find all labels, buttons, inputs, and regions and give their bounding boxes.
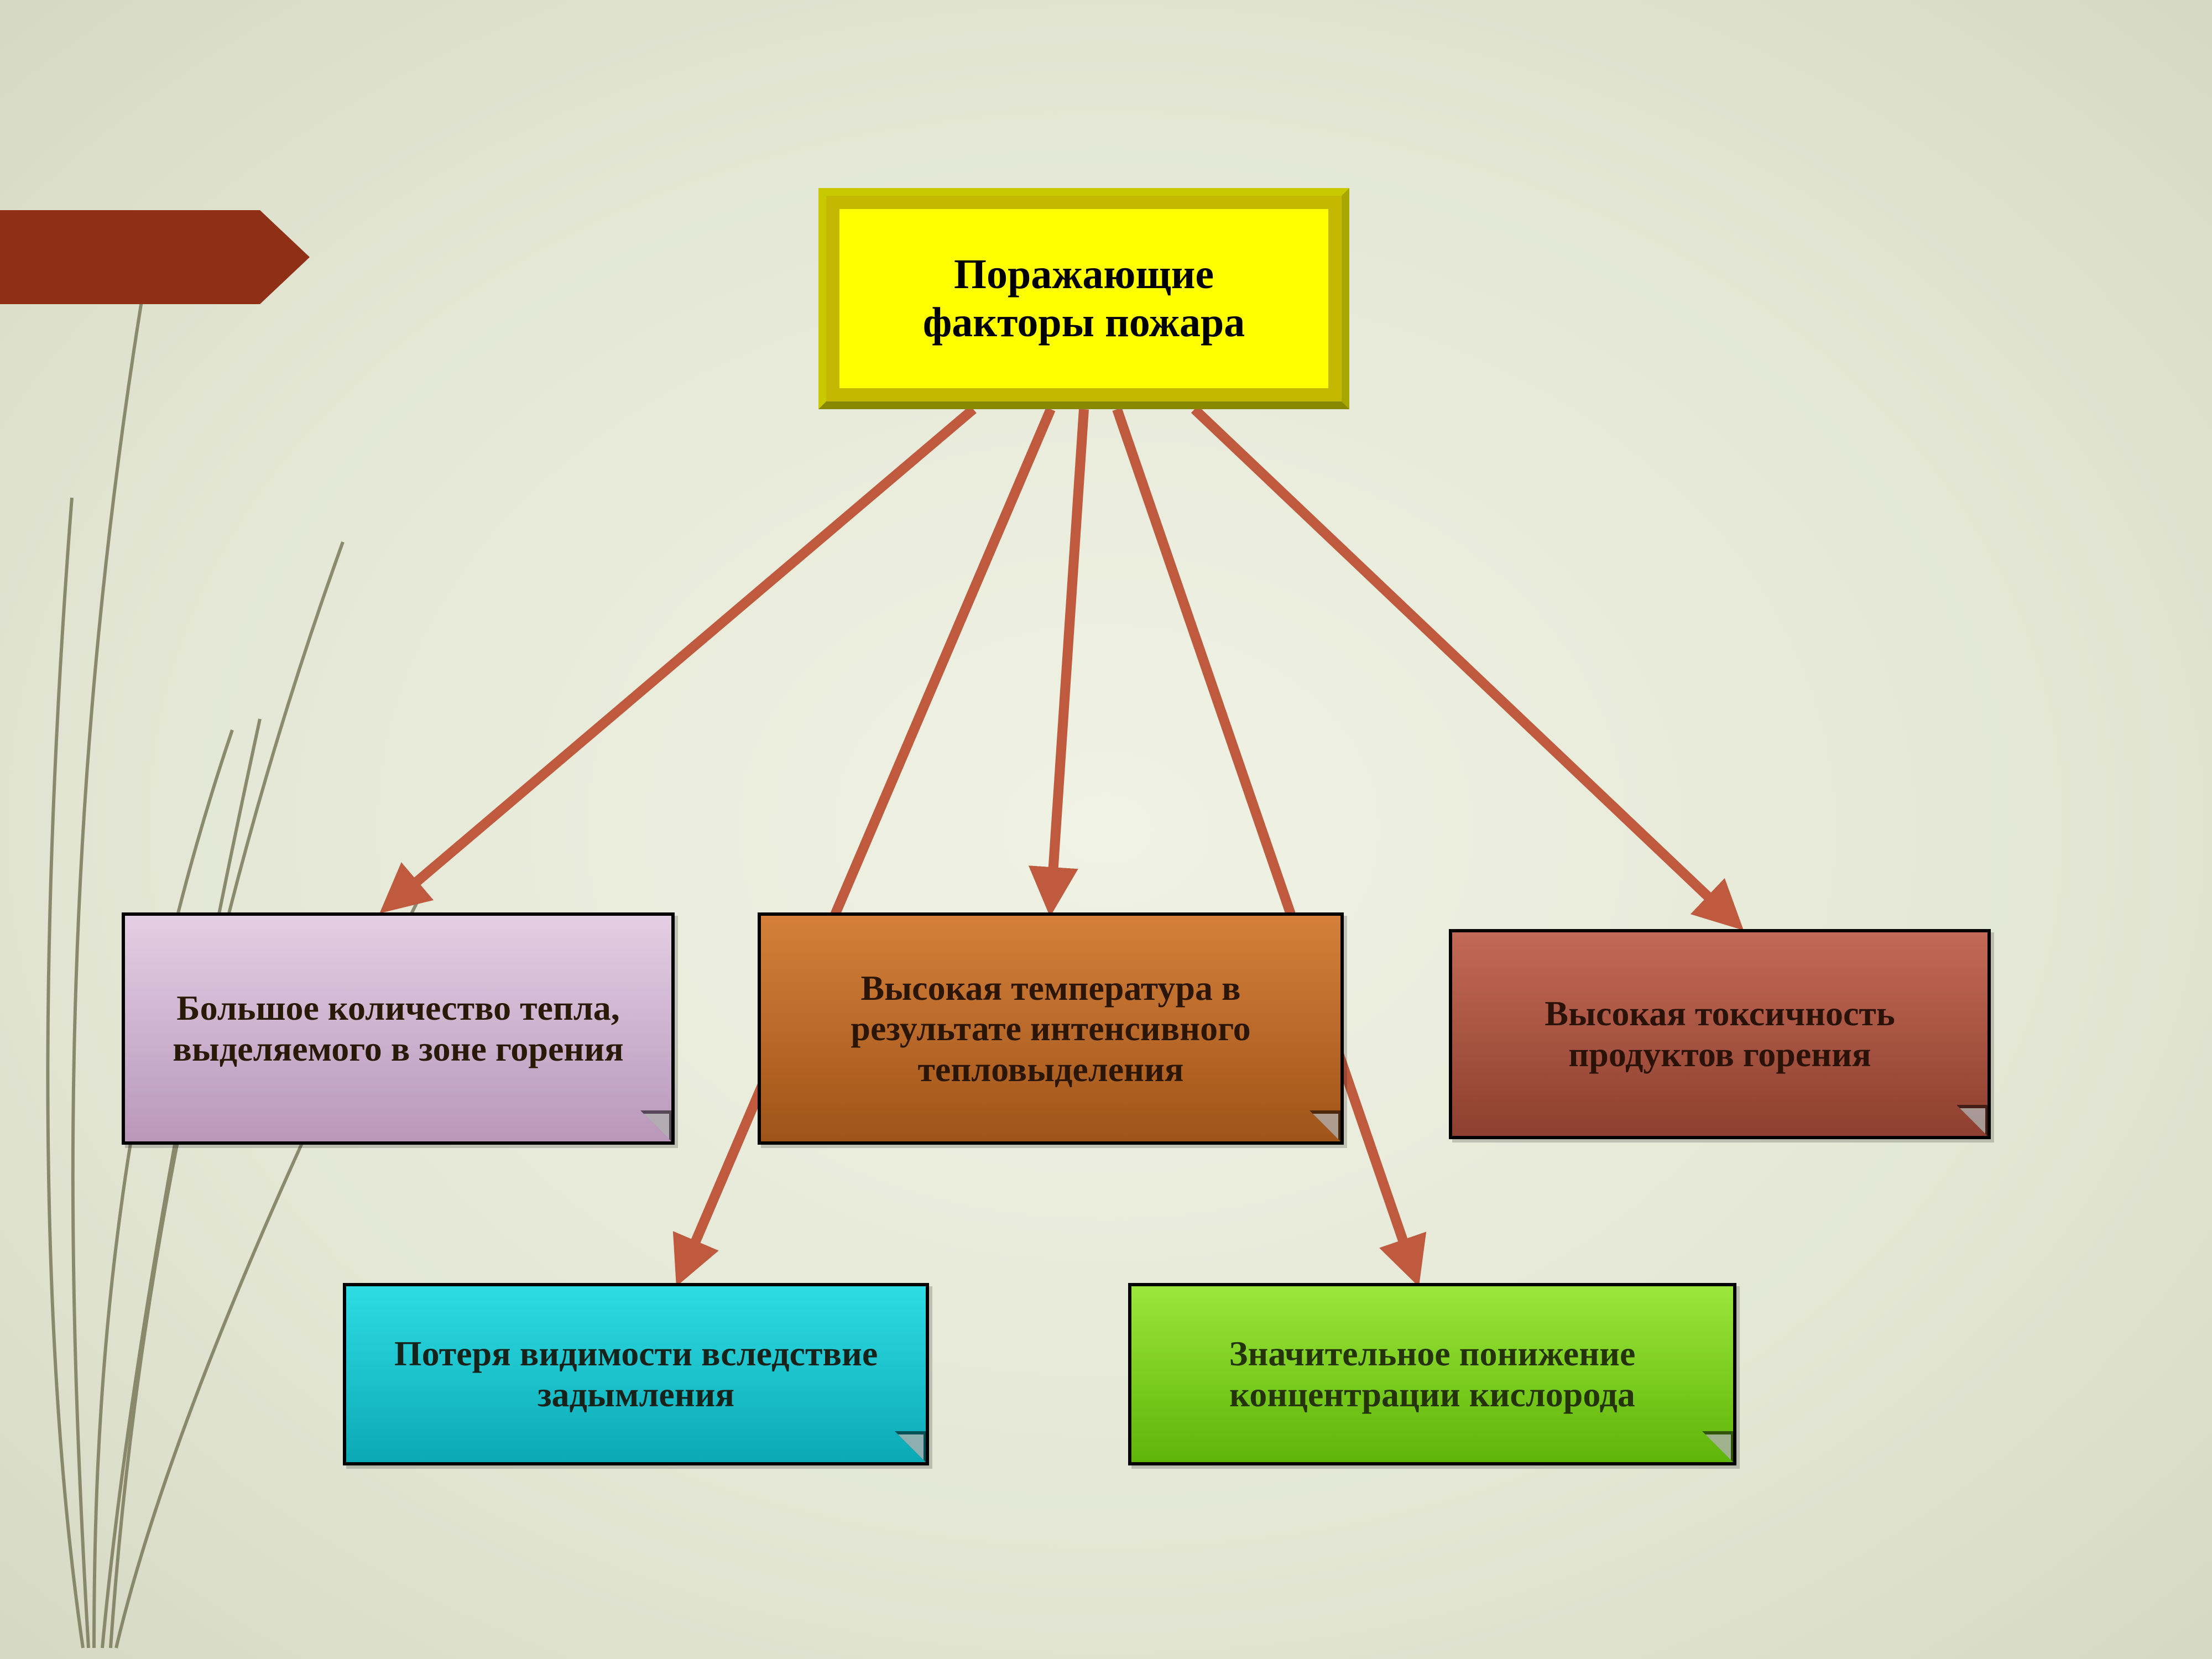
root-node: Поражающие факторы пожара [818,188,1349,409]
child-node-label: Высокая температура в результате интенси… [761,954,1340,1103]
connector-arrow [1194,409,1736,924]
note-fold-corner [1702,1431,1733,1462]
child-node-visibility: Потеря видимости вследствие задымления [343,1283,929,1465]
child-node-label: Потеря видимости вследствие задымления [346,1320,926,1428]
root-text-line1: Поражающие [954,251,1214,298]
connector-arrow [680,409,1051,1277]
decor-arrow-tab [0,210,310,304]
root-text-line2: факторы пожара [923,299,1245,346]
child-node-label: Высокая токсичность продуктов горения [1452,980,1987,1088]
note-fold-corner [1310,1110,1340,1141]
connector-arrow [387,409,973,907]
diagram-stage: Поражающие факторы пожара Большое количе… [0,0,2212,1659]
child-node-heat: Большое количество тепла, выделяемого в … [122,912,675,1145]
note-fold-corner [895,1431,926,1462]
child-node-toxicity: Высокая токсичность продуктов горения [1449,929,1991,1139]
note-fold-corner [640,1110,671,1141]
child-node-label: Значительное понижение концентрации кисл… [1131,1320,1733,1428]
connector-arrow [1051,409,1084,907]
child-node-oxygen: Значительное понижение концентрации кисл… [1128,1283,1736,1465]
connector-arrow [1117,409,1416,1277]
note-fold-corner [1957,1105,1987,1136]
child-node-temperature: Высокая температура в результате интенси… [758,912,1344,1145]
child-node-label: Большое количество тепла, выделяемого в … [125,974,671,1082]
